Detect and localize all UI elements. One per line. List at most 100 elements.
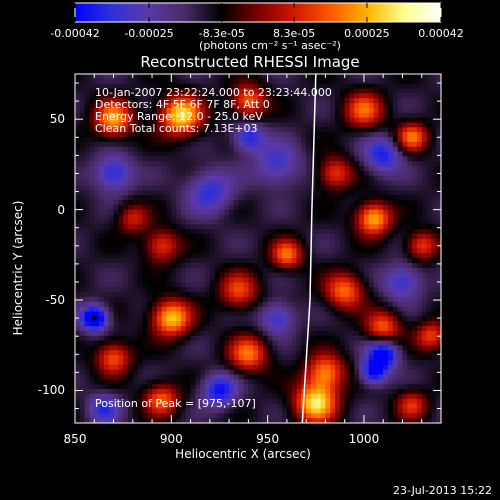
heatmap-cell	[267, 258, 274, 264]
heatmap-cell	[214, 107, 221, 114]
heatmap-cell	[412, 340, 418, 347]
heatmap-cell	[310, 350, 317, 356]
heatmap-cell	[301, 233, 307, 240]
heatmap-cell	[152, 117, 158, 124]
heatmap-cell	[426, 258, 432, 264]
heatmap-cell	[224, 185, 230, 191]
heatmap-cell	[243, 170, 249, 177]
heatmap-cell	[156, 369, 163, 376]
heatmap-cell	[166, 301, 172, 308]
heatmap-cell	[315, 98, 322, 104]
heatmap-cell	[176, 175, 182, 182]
heatmap-cell	[383, 277, 389, 284]
heatmap-cell	[416, 214, 423, 221]
heatmap-cell	[94, 137, 100, 143]
heatmap-cell	[368, 340, 375, 347]
heatmap-cell	[190, 384, 196, 390]
heatmap-cell	[407, 316, 413, 322]
heatmap-cell	[209, 224, 216, 230]
heatmap-cell	[392, 185, 399, 191]
heatmap-cell	[282, 151, 288, 158]
heatmap-cell	[320, 316, 327, 322]
heatmap-cell	[229, 292, 235, 298]
heatmap-cell	[166, 326, 172, 332]
heatmap-cell	[94, 180, 100, 187]
heatmap-cell	[363, 180, 370, 187]
heatmap-cell	[310, 287, 317, 293]
heatmap-cell	[296, 74, 302, 80]
heatmap-cell	[132, 229, 139, 235]
heatmap-cell	[301, 258, 307, 264]
heatmap-cell	[315, 132, 322, 138]
heatmap-cell	[118, 117, 124, 124]
heatmap-cell	[315, 272, 322, 279]
heatmap-cell	[166, 161, 172, 167]
heatmap-cell	[354, 83, 360, 90]
heatmap-cell	[421, 195, 428, 201]
heatmap-cell	[363, 132, 370, 138]
heatmap-cell	[248, 122, 254, 128]
heatmap-cell	[388, 316, 394, 322]
heatmap-cell	[335, 306, 341, 313]
heatmap-cell	[296, 306, 302, 313]
heatmap-cell	[344, 359, 351, 366]
heatmap-cell	[426, 78, 432, 85]
heatmap-cell	[156, 326, 163, 332]
heatmap-cell	[253, 103, 259, 109]
heatmap-cell	[161, 369, 168, 376]
heatmap-cell	[436, 83, 441, 90]
heatmap-cell	[233, 369, 240, 376]
heatmap-cell	[330, 214, 336, 221]
heatmap-cell	[132, 258, 139, 264]
heatmap-cell	[238, 311, 245, 317]
heatmap-cell	[436, 379, 441, 385]
heatmap-cell	[137, 112, 144, 119]
heatmap-cell	[262, 340, 269, 347]
heatmap-cell	[84, 107, 91, 114]
heatmap-cell	[335, 233, 341, 240]
heatmap-cell	[383, 340, 389, 347]
heatmap-cell	[388, 78, 394, 85]
heatmap-cell	[344, 311, 351, 317]
heatmap-cell	[412, 384, 418, 390]
heatmap-cell	[363, 107, 370, 114]
heatmap-cell	[407, 224, 413, 230]
heatmap-cell	[349, 122, 355, 128]
heatmap-cell	[219, 93, 225, 99]
heatmap-cell	[349, 243, 355, 250]
heatmap-cell	[383, 132, 389, 138]
heatmap-cell	[137, 369, 144, 376]
heatmap-cell	[123, 190, 129, 196]
heatmap-cell	[214, 200, 221, 206]
heatmap-cell	[185, 374, 192, 380]
heatmap-cell	[378, 112, 384, 119]
heatmap-cell	[142, 306, 148, 313]
heatmap-cell	[397, 127, 404, 133]
heatmap-cell	[436, 141, 441, 148]
heatmap-cell	[306, 340, 312, 347]
heatmap-cell	[180, 161, 187, 167]
heatmap-cell	[99, 166, 105, 172]
heatmap-cell	[94, 132, 100, 138]
heatmap-cell	[123, 238, 129, 245]
heatmap-cell	[137, 253, 144, 259]
heatmap-cell	[205, 132, 211, 138]
heatmap-cell	[176, 316, 182, 322]
heatmap-cell	[142, 355, 148, 361]
heatmap-cell	[190, 335, 196, 342]
heatmap-cell	[291, 364, 298, 371]
heatmap-cell	[243, 122, 249, 128]
heatmap-cell	[378, 233, 384, 240]
heatmap-cell	[368, 345, 375, 351]
heatmap-cell	[344, 282, 351, 288]
heatmap-cell	[368, 253, 375, 259]
heatmap-cell	[171, 180, 177, 187]
heatmap-cell	[89, 170, 95, 177]
heatmap-cell	[416, 253, 423, 259]
heatmap-cell	[296, 103, 302, 109]
heatmap-cell	[320, 93, 327, 99]
heatmap-cell	[310, 384, 317, 390]
heatmap-cell	[392, 78, 399, 85]
heatmap-cell	[282, 359, 288, 366]
heatmap-cell	[79, 311, 86, 317]
